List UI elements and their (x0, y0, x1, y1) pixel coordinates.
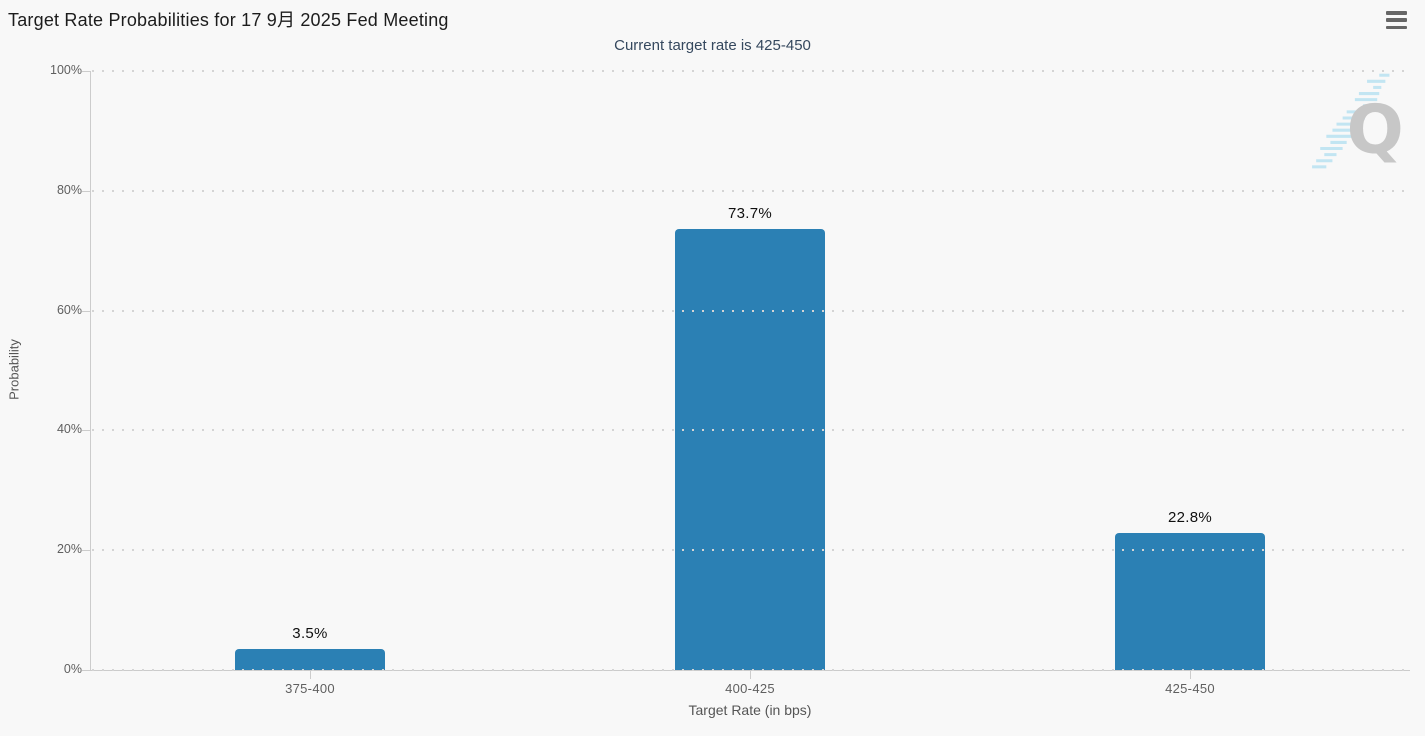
x-axis-tick (310, 671, 311, 679)
x-axis-tick (750, 671, 751, 679)
y-tick-label: 0% (63, 662, 82, 676)
y-tick-label: 20% (56, 542, 82, 557)
y-axis-tick (82, 670, 90, 671)
y-axis-tick (82, 71, 90, 72)
hamburger-bar (1386, 18, 1407, 22)
x-axis-title: Target Rate (in bps) (688, 702, 812, 718)
chart-title: Target Rate Probabilities for 17 9月 2025… (8, 10, 449, 30)
gridline-40 (92, 429, 1408, 432)
hamburger-bar (1386, 11, 1407, 15)
x-tick-label: 400-425 (725, 681, 775, 696)
gridline-0 (92, 669, 1408, 671)
x-tick-label: 425-450 (1165, 681, 1215, 696)
gridline-20 (92, 549, 1408, 552)
bar-425-450[interactable] (1115, 533, 1265, 670)
gridline-80 (92, 189, 1408, 192)
y-axis-line (90, 71, 91, 670)
x-axis-labels: 375-400 400-425 425-450 (90, 681, 1410, 696)
y-tick-label: 100% (50, 63, 82, 77)
y-axis-tick (82, 190, 90, 192)
y-tick-label: 60% (56, 302, 82, 317)
y-axis-tick (82, 310, 90, 312)
x-tick-label: 375-400 (285, 681, 335, 696)
hamburger-menu-icon[interactable] (1386, 11, 1407, 29)
bar-value-label: 73.7% (727, 204, 773, 222)
y-tick-label: 80% (56, 182, 82, 197)
y-axis-tick (82, 550, 90, 552)
bar-series: 3.5% 73.7% 22.8% (90, 71, 1410, 670)
bar-375-400[interactable] (235, 649, 385, 670)
hamburger-bar (1386, 25, 1407, 29)
plot-area: 3.5% 73.7% 22.8% 0% 20% 40% 60% 80% 100% (50, 63, 1410, 679)
x-axis-tick (1190, 671, 1191, 679)
bar-400-425[interactable] (675, 228, 825, 670)
y-tick-label: 40% (56, 422, 82, 437)
bar-group-425-450: 22.8% (970, 71, 1410, 670)
bar-group-375-400: 3.5% (90, 71, 530, 670)
y-axis-title: Probability (6, 339, 22, 400)
bar-group-400-425: 73.7% (530, 71, 970, 670)
gridline-100 (92, 70, 1408, 72)
chart-subtitle: Current target rate is 425-450 (614, 37, 811, 54)
gridline-60 (92, 309, 1408, 312)
bar-value-label: 3.5% (292, 625, 328, 642)
bar-value-label: 22.8% (1167, 509, 1213, 527)
y-axis-tick (82, 430, 90, 432)
